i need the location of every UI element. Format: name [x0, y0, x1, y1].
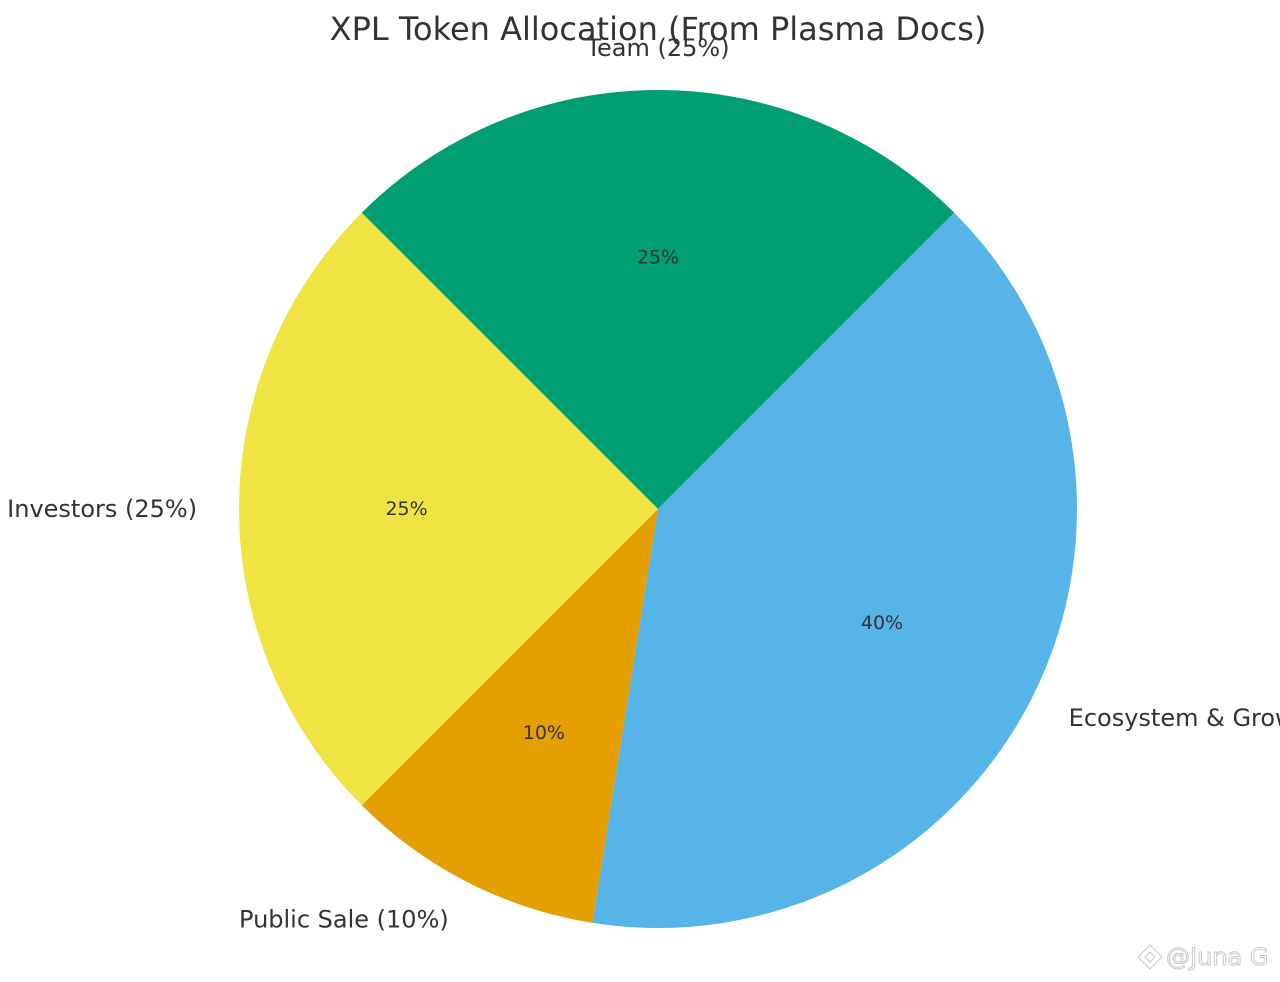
percent-label-investors-25: 25%	[385, 498, 427, 520]
category-label-investors-25: Investors (25%)	[7, 495, 197, 523]
slice-category-labels: Team (25%) Investors (25%) Public Sale (10…	[7, 34, 1280, 934]
category-label-ecosystem-growth-40: Ecosystem & Growth (40%)	[1069, 704, 1280, 732]
slice-percent-labels: 25% 25% 10% 40%	[385, 247, 903, 744]
slice-ecosystem-growth-40	[592, 212, 1077, 928]
pie-slices	[239, 90, 1077, 928]
slice-public-sale-10	[361, 509, 658, 923]
chart-title: XPL Token Allocation (From Plasma Docs)	[330, 10, 987, 48]
binance-logo-icon	[1137, 944, 1163, 970]
percent-label-public-sale-10: 10%	[523, 722, 565, 744]
slice-investors-25	[239, 212, 658, 806]
percent-label-team-25: 25%	[637, 247, 679, 269]
percent-label-ecosystem-growth-40: 40%	[861, 612, 903, 634]
watermark: @Juna G	[1137, 943, 1269, 972]
category-label-public-sale-10: Public Sale (10%)	[239, 906, 449, 934]
slice-team-25	[361, 90, 955, 509]
category-label-team-25: Team (25%)	[585, 34, 729, 62]
watermark-text: @Juna G	[1166, 943, 1268, 971]
